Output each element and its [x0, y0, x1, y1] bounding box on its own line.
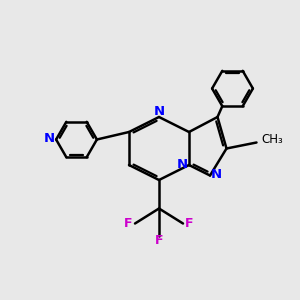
Text: N: N [211, 167, 222, 181]
Text: CH₃: CH₃ [261, 133, 283, 146]
Text: N: N [44, 131, 55, 145]
Text: F: F [185, 217, 194, 230]
Text: F: F [124, 217, 133, 230]
Text: N: N [177, 158, 188, 172]
Text: F: F [155, 234, 163, 248]
Text: N: N [153, 105, 165, 118]
